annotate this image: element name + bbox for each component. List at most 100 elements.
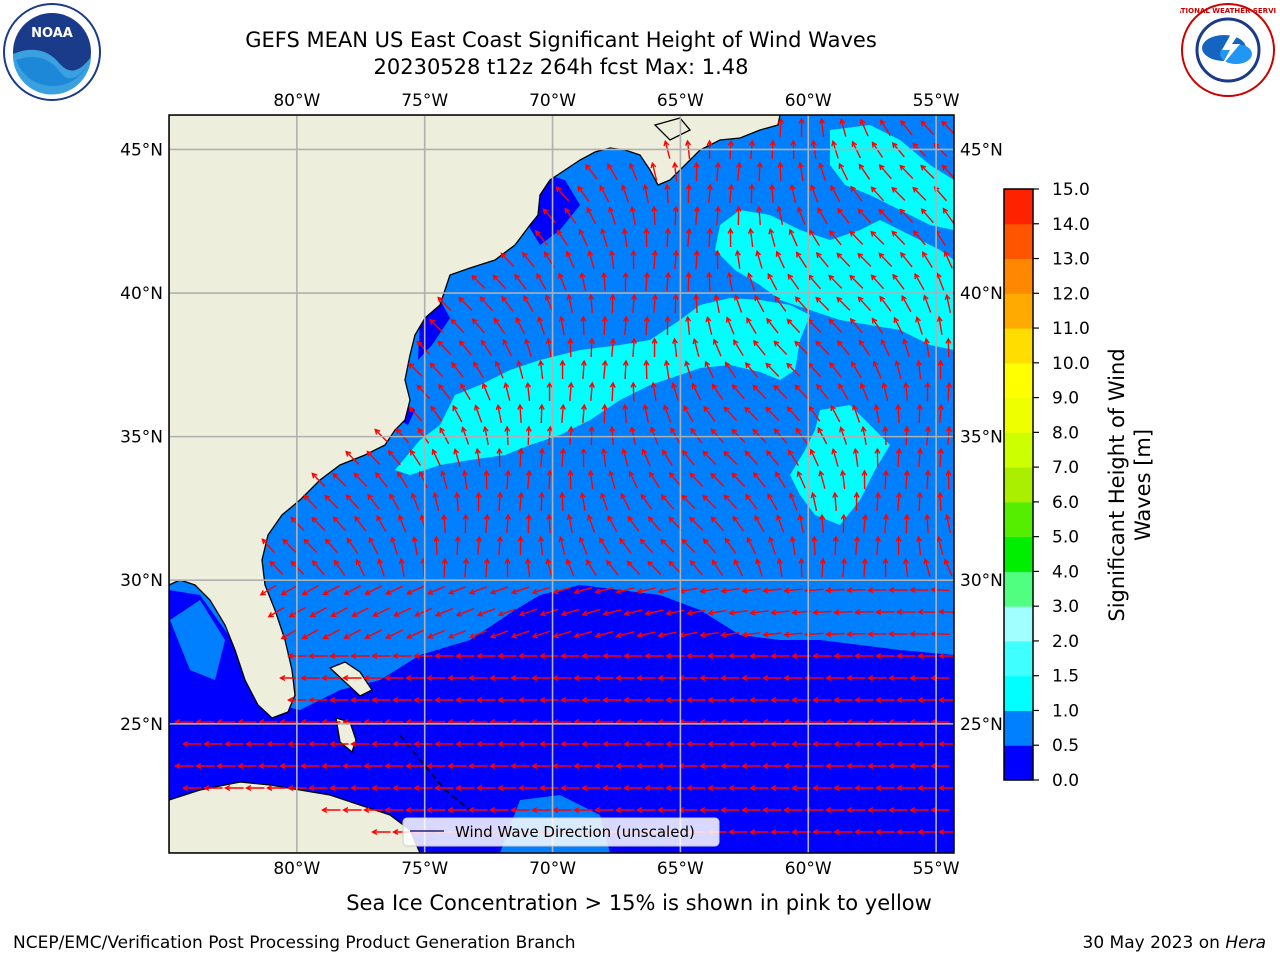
wave-direction-arrowhead (524, 338, 530, 345)
wave-direction-arrow (582, 360, 585, 380)
wave-direction-arrowhead (707, 609, 714, 616)
wave-direction-arrowhead (619, 537, 625, 544)
wave-direction-arrowhead (578, 228, 585, 235)
wave-direction-arrow (858, 164, 871, 180)
wave-direction-arrowhead (544, 294, 551, 301)
wave-direction-arrowhead (665, 740, 672, 748)
wave-direction-arrowhead (773, 340, 780, 347)
wave-direction-arrow (939, 404, 942, 424)
wave-direction-arrowhead (870, 186, 877, 193)
wave-direction-arrowhead (474, 404, 480, 411)
wave-direction-arrowhead (773, 384, 780, 391)
wave-direction-arrowhead (258, 762, 265, 770)
wave-direction-arrowhead (689, 516, 696, 523)
wave-direction-arrow (695, 206, 698, 226)
wave-direction-arrow (345, 494, 360, 510)
wave-direction-arrowhead (439, 426, 445, 434)
wave-direction-arrowhead (668, 516, 675, 523)
wave-direction-arrowhead (846, 587, 853, 594)
wave-direction-arrowhead (644, 652, 651, 660)
wave-direction-arrow (789, 229, 798, 247)
wave-direction-arrowhead (874, 447, 881, 454)
colorbar-tick-label: 13.0 (1052, 250, 1090, 270)
wave-direction-arrowhead (903, 425, 910, 432)
wave-direction-arrowhead (538, 447, 545, 454)
wave-direction-arrowhead (731, 472, 738, 479)
wave-direction-arrowhead (599, 536, 605, 544)
wave-direction-arrow (626, 560, 641, 576)
wave-direction-arrowhead (875, 652, 882, 660)
wave-direction-arrow (784, 588, 803, 592)
lon-tick-bottom: 80°W (273, 859, 320, 879)
wave-direction-arrowhead (812, 784, 819, 792)
wave-direction-arrow (786, 318, 801, 334)
wave-direction-arrowhead (536, 272, 542, 280)
wave-direction-arrow (477, 608, 496, 616)
wave-direction-arrowhead (668, 471, 675, 479)
wave-direction-arrow (517, 361, 524, 379)
wave-direction-arrow (662, 450, 673, 466)
wave-direction-arrowhead (332, 472, 339, 479)
colorbar-tick-label: 9.0 (1052, 389, 1079, 409)
wave-direction-arrow (775, 472, 786, 488)
wave-direction-arrowhead (753, 339, 759, 346)
wave-direction-arrowhead (816, 383, 822, 390)
wave-direction-arrowhead (342, 674, 349, 682)
wave-direction-arrowhead (537, 316, 543, 323)
wave-direction-arrowhead (917, 740, 924, 748)
wave-direction-arrowhead (747, 272, 753, 279)
wave-direction-arrowhead (777, 161, 784, 168)
wave-direction-arrowhead (644, 610, 651, 616)
wave-direction-arrowhead (734, 249, 741, 257)
lat-tick-left: 45°N (120, 140, 163, 160)
wave-direction-arrow (926, 470, 929, 490)
wave-direction-arrowhead (376, 514, 382, 522)
wave-direction-arrowhead (891, 141, 898, 149)
wave-direction-arrowhead (867, 806, 874, 814)
wave-direction-arrowhead (786, 318, 793, 325)
wave-direction-arrowhead (481, 382, 488, 389)
wave-direction-arrowhead (497, 740, 504, 748)
wave-direction-arrowhead (460, 383, 466, 390)
wave-direction-arrow (456, 536, 459, 556)
wave-direction-arrowhead (308, 652, 315, 660)
wave-direction-arrowhead (392, 828, 399, 836)
wave-direction-arrowhead (606, 559, 612, 566)
wave-direction-arrow (758, 162, 761, 182)
wave-direction-arrowhead (538, 491, 545, 498)
wave-direction-arrow (897, 448, 900, 468)
wave-direction-arrowhead (923, 557, 930, 565)
wave-direction-arrowhead (899, 208, 906, 215)
wave-direction-arrow (899, 209, 914, 223)
wave-direction-arrow (564, 208, 577, 224)
wave-direction-arrow (302, 584, 319, 596)
wave-direction-arrowhead (405, 674, 412, 682)
wave-direction-arrowhead (812, 609, 819, 616)
wave-direction-arrow (282, 539, 297, 553)
wave-direction-arrowhead (930, 586, 937, 593)
wave-direction-arrowhead (538, 535, 545, 542)
wave-direction-arrowhead (559, 359, 566, 366)
wave-direction-arrow (400, 559, 405, 577)
wave-direction-arrowhead (657, 588, 664, 594)
wave-direction-arrow (601, 229, 608, 247)
wave-direction-arrow (767, 273, 778, 291)
wave-direction-arrowhead (878, 208, 885, 215)
wave-direction-arrowhead (699, 631, 706, 638)
wave-direction-arrow (750, 610, 769, 614)
wave-direction-arrow (787, 274, 800, 290)
wave-direction-arrow (441, 471, 448, 489)
wave-direction-arrow (897, 404, 900, 424)
wave-direction-arrowhead (705, 315, 712, 323)
wave-direction-arrowhead (622, 359, 629, 366)
wave-direction-arrowhead (808, 229, 815, 236)
wave-direction-arrowhead (787, 273, 794, 280)
wave-direction-arrowhead (762, 631, 769, 638)
wave-direction-arrowhead (731, 384, 738, 391)
wave-direction-arrowhead (560, 610, 567, 617)
wave-direction-arrow (679, 631, 698, 637)
wave-direction-arrowhead (770, 828, 777, 836)
wave-direction-arrow (547, 339, 552, 357)
chart-subtitle: 20230528 t12z 264h fcst Max: 1.48 (373, 55, 749, 79)
wave-direction-arrowhead (497, 610, 505, 617)
